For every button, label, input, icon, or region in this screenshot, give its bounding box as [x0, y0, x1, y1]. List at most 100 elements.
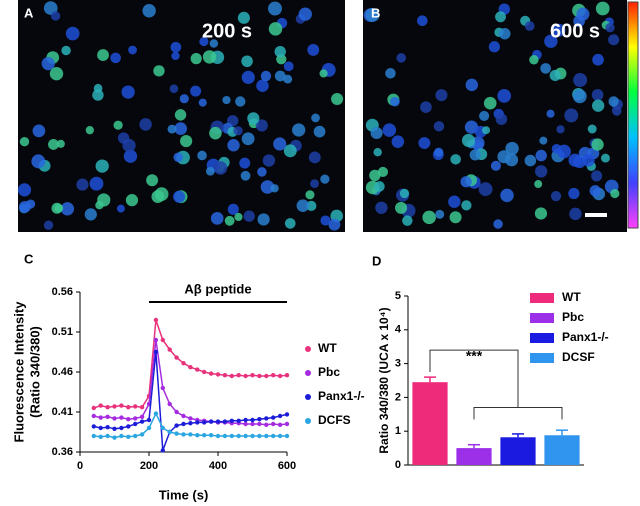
point — [202, 420, 207, 425]
point — [250, 373, 255, 378]
y-tick-label: 3 — [395, 358, 401, 370]
bar — [456, 448, 492, 465]
cell — [374, 181, 385, 192]
cell — [283, 61, 294, 72]
cell — [224, 215, 235, 226]
point — [208, 419, 214, 424]
point — [174, 409, 179, 415]
cell — [550, 190, 562, 202]
cell — [241, 70, 255, 84]
point — [133, 421, 138, 427]
point — [112, 416, 117, 421]
point — [257, 433, 262, 439]
point — [153, 411, 159, 416]
cell — [434, 147, 444, 157]
legend-label: Panx1-/- — [562, 330, 609, 344]
cell — [167, 124, 177, 134]
series-line — [93, 339, 288, 426]
cell — [256, 79, 269, 92]
cell — [170, 41, 182, 53]
point — [271, 373, 276, 378]
cell — [273, 137, 287, 151]
x-tick-label: 0 — [77, 460, 83, 472]
point — [146, 417, 152, 423]
y-tick-label: 0.46 — [52, 366, 73, 378]
cell — [535, 149, 547, 162]
cell — [524, 154, 537, 167]
cell — [48, 139, 59, 150]
point — [202, 433, 207, 438]
legend-label: Panx1-/- — [318, 389, 365, 403]
point — [133, 433, 138, 439]
point — [105, 414, 110, 419]
cell — [305, 190, 315, 200]
point — [167, 401, 172, 407]
cell — [382, 123, 397, 137]
legend-label: DCFS — [318, 413, 351, 427]
point — [105, 405, 110, 410]
cell — [396, 53, 406, 63]
y-tick-label: 0.56 — [52, 286, 73, 298]
point — [215, 433, 221, 439]
cell — [495, 11, 506, 23]
cell — [546, 109, 555, 118]
point — [91, 433, 97, 439]
x-tick-label: 600 — [278, 460, 296, 472]
cell — [41, 57, 55, 71]
cell — [26, 199, 36, 209]
point — [250, 417, 255, 423]
cell — [592, 99, 605, 112]
y-tick-label: 5 — [395, 290, 401, 302]
cell — [375, 201, 388, 214]
point — [98, 425, 103, 431]
cell — [591, 170, 603, 182]
cell — [122, 138, 136, 153]
cell — [17, 183, 32, 197]
cell — [582, 154, 595, 167]
point — [91, 405, 97, 411]
cell — [257, 167, 267, 177]
point — [153, 317, 159, 323]
point — [146, 425, 152, 431]
point — [277, 422, 283, 427]
cell — [308, 151, 321, 164]
point — [229, 418, 234, 423]
cell — [61, 45, 71, 56]
point — [119, 415, 124, 420]
cell — [499, 27, 511, 40]
cell — [591, 89, 604, 101]
cell — [110, 52, 121, 64]
cell — [235, 96, 246, 107]
point — [112, 435, 117, 440]
y-tick-label: 0.36 — [52, 446, 73, 458]
cell — [505, 153, 519, 167]
cell — [373, 148, 382, 157]
cell — [174, 109, 187, 121]
cell — [222, 95, 231, 105]
legend-marker — [305, 346, 311, 352]
cell — [202, 50, 217, 64]
cell — [190, 53, 202, 65]
cell — [435, 209, 445, 219]
point — [98, 403, 103, 408]
cell — [605, 22, 615, 33]
cell — [240, 170, 251, 181]
cell — [274, 70, 286, 82]
point — [174, 431, 179, 436]
cell — [267, 1, 282, 16]
point — [236, 433, 241, 439]
point — [222, 373, 228, 378]
cell — [243, 210, 255, 222]
point — [188, 416, 193, 421]
cell — [535, 165, 548, 178]
point — [119, 403, 124, 408]
point — [271, 415, 276, 420]
point — [222, 419, 228, 424]
point — [126, 417, 131, 422]
cell — [139, 118, 152, 131]
cell — [116, 204, 125, 213]
cell — [56, 139, 65, 148]
cell — [89, 176, 104, 191]
cell — [173, 152, 183, 162]
point — [98, 434, 103, 439]
